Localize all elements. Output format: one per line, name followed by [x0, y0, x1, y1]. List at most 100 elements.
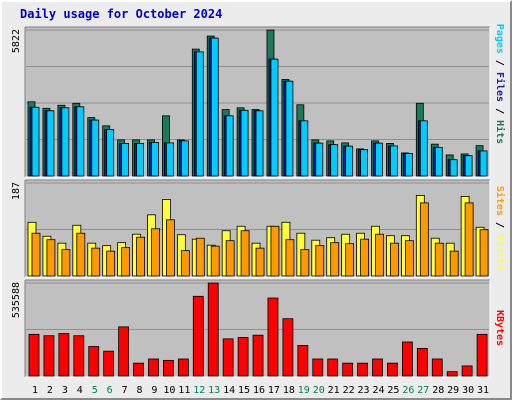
x-tick-label: 6: [107, 385, 113, 396]
bar-sites: [91, 247, 101, 277]
bar-sites: [240, 230, 250, 277]
bar-kbytes: [416, 347, 428, 377]
legend-files: Files: [494, 72, 506, 102]
legend-hits: Hits: [494, 120, 506, 144]
bar-kbytes: [148, 358, 159, 377]
bar-sites: [61, 249, 71, 277]
x-tick-label: 14: [223, 385, 235, 396]
bar-sites: [315, 245, 325, 277]
bar-sites: [270, 225, 280, 277]
bar-pages: [330, 144, 339, 177]
bar-sites: [479, 229, 489, 277]
x-tick-label: 27: [417, 385, 429, 396]
bar-sites: [195, 237, 205, 277]
bar-sites: [166, 219, 175, 277]
bar-pages: [345, 145, 354, 177]
bar-pages: [464, 155, 473, 177]
bar-kbytes: [88, 346, 100, 377]
bar-sites: [464, 202, 474, 277]
bar-kbytes: [297, 345, 309, 377]
x-tick-label: 25: [387, 385, 399, 396]
bar-sites: [449, 250, 459, 277]
bar-kbytes: [342, 362, 354, 377]
bar-kbytes: [192, 295, 204, 377]
bar-sites: [345, 243, 355, 277]
bar-pages: [240, 109, 249, 177]
x-tick-label: 17: [268, 385, 280, 396]
bar-kbytes: [461, 365, 473, 377]
bar-kbytes: [387, 362, 398, 377]
bar-pages: [270, 58, 279, 177]
legend-kbytes: KBytes: [494, 310, 505, 346]
y-max-label: 5822: [11, 29, 22, 53]
bar-kbytes: [222, 338, 234, 377]
x-tick-label: 13: [208, 385, 220, 396]
bar-kbytes: [476, 333, 488, 377]
bar-kbytes: [327, 358, 339, 377]
x-tick-label: 28: [432, 385, 444, 396]
bar-pages: [91, 119, 100, 177]
bar-pages: [136, 142, 144, 177]
x-tick-label: 3: [62, 385, 68, 396]
bar-sites: [46, 239, 56, 277]
x-tick-label: 11: [178, 385, 190, 396]
bar-kbytes: [73, 335, 85, 377]
bar-pages: [390, 145, 398, 177]
bar-sites: [300, 249, 310, 277]
x-tick-label: 9: [151, 385, 157, 396]
x-tick-label: 8: [137, 385, 143, 396]
x-tick-label: 29: [447, 385, 459, 396]
legend-pages: Pages: [494, 24, 505, 54]
bar-sites: [255, 247, 265, 277]
bar-sites: [419, 202, 429, 277]
x-tick-label: 15: [238, 385, 250, 396]
bar-sites: [136, 236, 145, 277]
x-tick-label: 22: [343, 385, 355, 396]
x-tick-label: 31: [477, 385, 489, 396]
x-tick-label: 7: [122, 385, 128, 396]
bar-sites: [106, 250, 116, 277]
legend-kbytes: KBytes: [494, 310, 505, 346]
bar-kbytes: [446, 371, 458, 377]
x-tick-label: 26: [402, 385, 414, 396]
chart-title: Daily usage for October 2024: [20, 7, 223, 21]
bar-kbytes: [312, 358, 324, 377]
x-tick-label: 16: [253, 385, 265, 396]
bar-kbytes: [207, 282, 219, 377]
x-tick-label: 12: [193, 385, 205, 396]
bar-sites: [360, 238, 369, 277]
legend-sites: Sites: [494, 186, 506, 216]
bar-pages: [46, 110, 55, 177]
bar-sites: [180, 250, 190, 277]
bar-sites: [210, 245, 220, 277]
bar-kbytes: [267, 297, 279, 377]
bar-sites: [121, 247, 131, 277]
y-max-label: 535588: [11, 282, 22, 318]
legend-sites-visits: Sites / Visits: [494, 186, 506, 270]
bar-pages: [151, 141, 159, 177]
bar-pages: [479, 150, 488, 177]
bar-kbytes: [118, 326, 130, 377]
x-tick-label: 4: [77, 385, 83, 396]
bar-kbytes: [177, 358, 189, 377]
bar-pages: [225, 115, 234, 177]
x-tick-label: 1: [32, 385, 38, 396]
bar-sites: [76, 232, 86, 277]
bar-pages: [449, 159, 458, 177]
bar-pages: [255, 110, 264, 177]
bar-kbytes: [431, 358, 443, 377]
bar-pages: [195, 51, 204, 177]
bar-sites: [31, 232, 41, 277]
legend-pages-files-hits: Pages / Files / Hits: [494, 24, 506, 144]
bar-pages: [76, 106, 85, 177]
x-tick-label: 20: [313, 385, 325, 396]
bar-pages: [31, 106, 40, 177]
bar-kbytes: [237, 337, 249, 377]
x-tick-label: 30: [462, 385, 474, 396]
bar-sites: [404, 240, 414, 277]
bar-kbytes: [163, 359, 174, 377]
bar-sites: [330, 242, 340, 277]
bar-pages: [210, 37, 219, 177]
